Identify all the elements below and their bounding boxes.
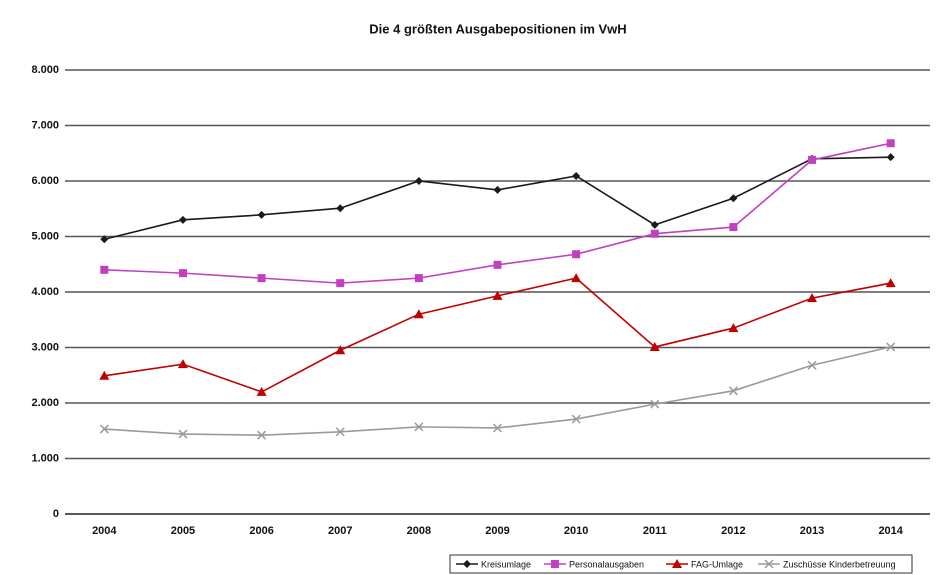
marker [886, 139, 895, 148]
legend-label: Zuschüsse Kinderbetreuung [783, 559, 896, 569]
marker [178, 429, 188, 439]
marker [807, 360, 817, 370]
marker [551, 560, 559, 568]
marker [650, 220, 659, 229]
marker [807, 293, 818, 303]
x-tick-label: 2011 [643, 525, 667, 537]
x-tick-label: 2009 [485, 525, 509, 537]
x-tick-label: 2004 [92, 525, 117, 537]
marker [572, 172, 581, 181]
marker [177, 359, 188, 369]
marker [336, 279, 345, 288]
marker [335, 427, 345, 437]
marker [649, 341, 660, 351]
marker [414, 177, 423, 185]
x-tick-label: 2014 [878, 525, 903, 537]
marker [808, 155, 817, 164]
marker [257, 210, 266, 219]
y-tick-label: 3.000 [31, 341, 59, 353]
marker [335, 345, 346, 355]
marker [571, 273, 582, 283]
marker [729, 194, 738, 203]
y-tick-label: 4.000 [31, 286, 59, 298]
series-line [104, 346, 891, 436]
marker [886, 153, 895, 162]
y-tick-label: 0 [53, 508, 59, 520]
x-tick-label: 2012 [721, 525, 745, 537]
marker [572, 250, 581, 259]
marker [492, 290, 503, 300]
chart-title: Die 4 größten Ausgabepositionen im VwH [369, 21, 626, 36]
marker [99, 424, 109, 434]
y-tick-label: 8.000 [31, 64, 59, 76]
marker [463, 560, 471, 568]
marker [336, 204, 345, 213]
marker [256, 386, 267, 396]
x-tick-label: 2008 [407, 525, 431, 537]
marker [885, 278, 896, 288]
x-tick-label: 2006 [249, 525, 273, 537]
marker [650, 229, 659, 238]
marker [257, 274, 266, 283]
marker [650, 399, 660, 409]
series-line [104, 156, 891, 241]
x-tick-label: 2007 [328, 525, 352, 537]
marker [728, 323, 739, 333]
marker [257, 430, 267, 440]
y-tick-label: 1.000 [31, 452, 59, 464]
y-tick-label: 7.000 [31, 119, 59, 131]
marker [728, 386, 738, 396]
marker [414, 422, 424, 432]
marker [414, 274, 423, 283]
marker [178, 269, 187, 278]
marker [100, 265, 109, 274]
x-tick-label: 2005 [171, 525, 195, 537]
marker [493, 185, 502, 194]
y-tick-label: 5.000 [31, 230, 59, 242]
x-tick-label: 2010 [564, 525, 588, 537]
marker [672, 559, 682, 568]
marker [492, 423, 503, 433]
marker [571, 414, 581, 424]
marker [178, 215, 187, 224]
legend-label: Personalausgaben [569, 559, 644, 569]
y-tick-label: 2.000 [31, 397, 59, 409]
marker [886, 342, 896, 352]
marker [493, 260, 502, 269]
y-tick-label: 6.000 [31, 175, 59, 187]
marker [729, 223, 738, 232]
x-tick-label: 2013 [800, 525, 824, 537]
marker [413, 309, 424, 319]
marker [100, 235, 109, 244]
legend-label: Kreisumlage [481, 559, 531, 569]
marker [764, 559, 774, 569]
marker [99, 370, 110, 380]
legend-label: FAG-Umlage [691, 559, 743, 569]
